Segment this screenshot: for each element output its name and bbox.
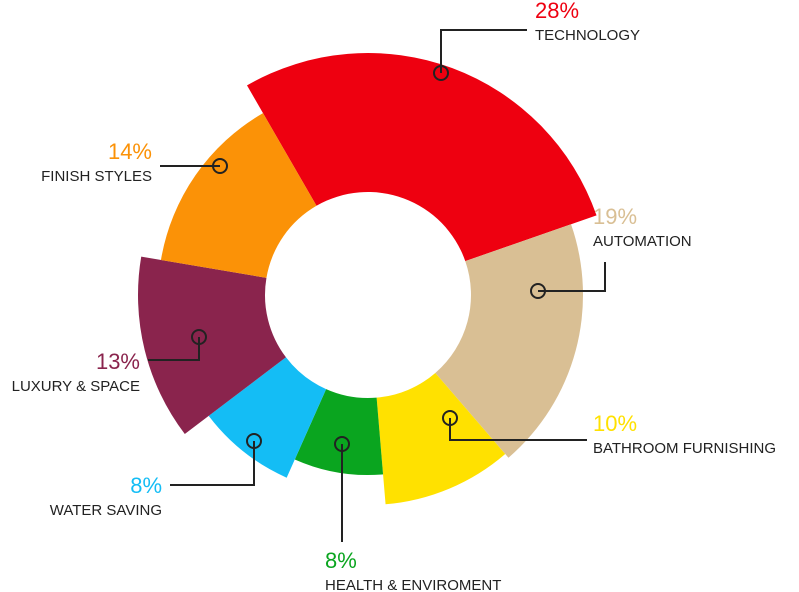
connector-dot — [191, 329, 207, 345]
category-label: HEALTH & ENVIROMENT — [325, 577, 501, 592]
pie-slice — [208, 357, 327, 478]
connector-dot — [212, 158, 228, 174]
connector-dot — [530, 283, 546, 299]
connector-dot — [442, 410, 458, 426]
pie-slice — [160, 113, 317, 278]
category-label: AUTOMATION — [593, 233, 692, 250]
connector — [170, 441, 255, 486]
connector — [440, 29, 527, 73]
percent-label: 19% — [593, 204, 637, 229]
category-label: LUXURY & SPACE — [12, 378, 140, 395]
category-label: FINISH STYLES — [41, 168, 152, 185]
percent-label: 8% — [325, 548, 357, 573]
connector-dot — [433, 65, 449, 81]
pie-slice — [376, 372, 506, 505]
connector — [538, 262, 606, 292]
pie-slice — [435, 224, 583, 458]
pie-slice — [137, 256, 286, 435]
category-label: TECHNOLOGY — [535, 27, 640, 44]
connector-dot — [246, 433, 262, 449]
category-label: WATER SAVING — [50, 502, 162, 519]
pie-slice — [294, 389, 384, 475]
percent-label: 13% — [96, 349, 140, 374]
percent-label: 10% — [593, 411, 637, 436]
pie-slice — [247, 53, 597, 262]
percent-label: 28% — [535, 0, 579, 23]
category-label: BATHROOM FURNISHING — [593, 440, 776, 457]
percent-label: 14% — [108, 139, 152, 164]
connector-dot — [334, 436, 350, 452]
percent-label: 8% — [130, 473, 162, 498]
